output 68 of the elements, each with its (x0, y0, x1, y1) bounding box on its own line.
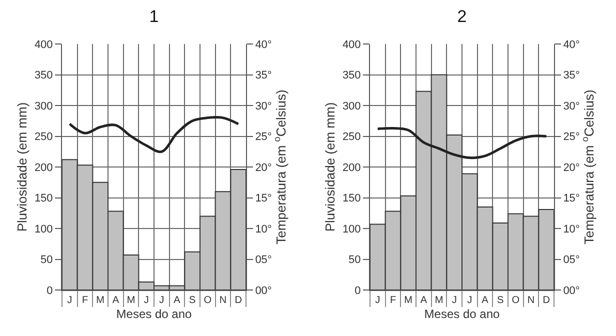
x-tick-label: A (174, 295, 181, 306)
x-tick-label: N (527, 295, 535, 306)
y-tick-label: 250 (34, 131, 53, 144)
y2-tick-label: 15° (255, 192, 272, 205)
y2-tick-label: 40° (255, 38, 272, 51)
y2-tick-label: 25° (563, 131, 580, 144)
y2-tick-label: 35° (563, 70, 580, 82)
y2-tick-label: 15° (563, 192, 580, 205)
y-tick-label: 200 (342, 162, 361, 174)
x-tick-label: J (452, 295, 457, 306)
y-tick-label: 100 (34, 223, 53, 236)
y-tick-label: 150 (34, 192, 53, 205)
y-tick-label: 0 (354, 284, 361, 297)
y2-tick-label: 10° (563, 223, 580, 236)
y2-tick-label: 25° (255, 131, 272, 144)
y-axis-title: Pluviosidade (em mm) (14, 102, 30, 232)
x-tick-label: M (434, 295, 444, 306)
y-tick-label: 350 (34, 70, 53, 82)
y-tick-label: 50 (348, 254, 361, 266)
y-tick-label: 300 (342, 100, 361, 112)
x-tick-label: S (188, 295, 196, 306)
x-tick-label: F (82, 295, 88, 306)
x-tick-label: J (67, 295, 72, 306)
x-tick-label: M (126, 295, 136, 306)
x-tick-label: M (404, 295, 412, 306)
y2-tick-label: 35° (255, 70, 272, 82)
y-tick-label: 400 (34, 38, 53, 51)
y2-tick-label: 05° (255, 254, 272, 266)
y2-tick-label: 00° (255, 284, 272, 297)
x-tick-label: J (159, 295, 164, 306)
x-tick-label: O (204, 295, 212, 306)
x-tick-label: J (144, 295, 149, 306)
x-axis-title: Meses do ano (116, 306, 192, 321)
y2-tick-label: 30° (255, 100, 272, 112)
x-tick-label: F (390, 295, 396, 306)
y-axis-title: Pluviosidade (em mm) (322, 102, 338, 232)
x-tick-label: A (420, 295, 428, 306)
line-series (68, 116, 240, 154)
y2-tick-label: 20° (255, 162, 272, 174)
x-tick-label: D (542, 295, 550, 306)
y2-tick-label: 05° (563, 254, 580, 266)
y-tick-label: 100 (342, 223, 361, 236)
y-tick-label: 300 (34, 100, 53, 112)
x-tick-label: A (482, 295, 489, 306)
x-tick-label: N (219, 295, 227, 306)
x-tick-label: J (467, 295, 472, 306)
x-tick-label: S (496, 295, 504, 306)
y-tick-label: 200 (34, 162, 53, 174)
y2-tick-label: 00° (563, 284, 580, 297)
x-tick-label: J (375, 295, 380, 306)
y-tick-label: 250 (342, 131, 361, 144)
line-series (376, 126, 548, 160)
y-tick-label: 150 (342, 192, 361, 205)
y2-tick-label: 20° (563, 162, 580, 174)
y2-tick-label: 30° (563, 100, 580, 112)
y2-tick-label: 10° (255, 223, 272, 236)
x-tick-label: O (512, 295, 520, 306)
y2-tick-label: 40° (563, 38, 580, 51)
x-axis-title: Meses do ano (424, 306, 500, 321)
x-tick-label: M (96, 295, 104, 306)
chart-title: 1 (149, 6, 159, 26)
x-tick-label: D (234, 295, 242, 306)
y-tick-label: 350 (342, 70, 361, 82)
y-tick-label: 0 (46, 284, 53, 297)
chart-title: 2 (457, 6, 467, 26)
y-tick-label: 400 (342, 38, 361, 51)
x-tick-label: A (112, 295, 120, 306)
y-tick-label: 50 (40, 254, 53, 266)
